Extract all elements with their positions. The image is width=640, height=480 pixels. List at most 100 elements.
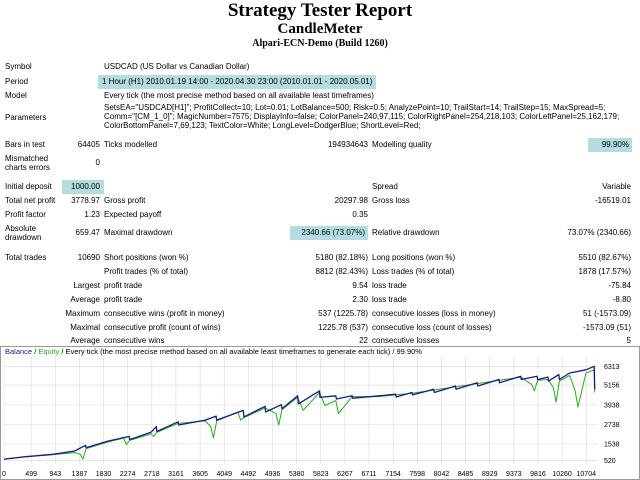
quality-label: Modelling quality [372,140,432,149]
avg-losses-label: consecutive losses [372,336,440,345]
legend-sep-2: / [59,347,66,356]
netprofit-value: 3778.97 [71,196,100,205]
legend-sep-3: / [390,347,397,356]
x-tick-label: 9373 [506,471,522,478]
model-value: Every tick (the most precise method base… [104,91,374,100]
legend-quality: 99.90% [396,347,422,356]
maxdd-label: Maximal drawdown [104,228,173,237]
trades-label: Total trades [5,253,47,262]
average-profit-label: profit trade [104,295,143,304]
balance-equity-chart: 0 499 943 1387 1830 2274 2718 3161 3605 4049 4492 4… [0,346,640,480]
average-label: Average [70,295,100,304]
model-label: Model [5,91,27,100]
largest-label: Largest [73,281,100,290]
absdd-label-1: Absolute [5,224,37,233]
bars-value: 64405 [77,140,100,149]
short-label: Short positions (won %) [104,253,189,262]
grossloss-value: -16519.01 [594,196,631,205]
ticks-value: 194934643 [327,140,368,149]
x-tick-label: 4492 [241,471,257,478]
chart-legend: Balance / Equity / Every tick (the most … [5,347,422,356]
maximal-label: Maximal [70,323,100,332]
x-tick-label: 6267 [337,471,353,478]
trades-value: 10690 [77,253,100,262]
chart-ticks: 0 499 943 1387 1830 2274 2718 3161 3605 4049 4492 4… [2,364,620,478]
mismatch-label-1: Mismatched [5,154,49,163]
avg-consec-label: Average [70,336,100,345]
y-tick-label: 2738 [604,422,620,429]
x-tick-label: 2718 [144,471,160,478]
report-title: Strategy Tester Report [227,0,413,21]
period-label: Period [5,77,29,86]
avg-losses-value: 5 [626,336,631,345]
long-value: 5510 (82.67%) [578,253,631,262]
largest-loss-value: -75.84 [608,281,631,290]
server-info: Alpari-ECN-Demo (Build 1260) [252,38,388,49]
payoff-label: Expected payoff [104,210,162,219]
absdd-value: 659.47 [75,228,100,237]
largest-loss-label: loss trade [372,281,407,290]
y-tick-label: 1538 [604,441,620,448]
max-wins-value: 537 (1225.78) [318,309,368,318]
payoff-value: 0.35 [352,210,368,219]
x-tick-label: 7154 [385,471,401,478]
profit-trades-label: Profit trades (% of total) [104,267,189,276]
y-tick-label: 6313 [604,364,620,371]
chart-grid [3,356,598,464]
x-tick-label: 4049 [216,471,232,478]
y-tick-label: 5156 [604,383,620,390]
x-tick-label: 0 [2,471,6,478]
symbol-value: USDCAD (US Dollar vs Canadian Dollar) [104,62,250,71]
long-label: Long positions (won %) [372,253,456,262]
series-line-balance [3,365,596,460]
period-value: 1 Hour (H1) 2010.01.19 14:00 - 2020.04.3… [98,75,377,89]
pf-label: Profit factor [5,210,46,219]
legend-model: Every tick (the most precise method base… [65,347,391,356]
loss-trades-label: Loss trades (% of total) [372,267,455,276]
x-tick-label: 499 [25,471,37,478]
deposit-value: 1000.00 [62,180,104,194]
maximal-wins-value: 1225.78 (537) [318,323,368,332]
spread-label: Spread [372,182,398,191]
x-tick-label: 10704 [577,471,597,478]
maximal-wins-label: consecutive profit (count of wins) [104,323,221,332]
x-tick-label: 5380 [289,471,305,478]
x-tick-label: 7598 [410,471,426,478]
x-tick-label: 943 [49,471,61,478]
parameters-label: Parameters [5,113,47,122]
grossloss-label: Gross loss [372,196,410,205]
average-loss-value: -8.80 [612,295,631,304]
avg-wins-value: 22 [359,336,368,345]
x-tick-label: 4936 [265,471,281,478]
x-tick-label: 3161 [168,471,184,478]
legend-equity: Equity [38,347,60,356]
chart-series [3,365,596,460]
y-tick-label: 3938 [604,402,620,409]
legend-sep-1: / [32,347,39,356]
reldd-value: 73.07% (2340.66) [567,228,631,237]
profit-trades-value: 8812 (82.43%) [315,267,368,276]
maximum-label: Maximum [65,309,100,318]
short-value: 5180 (82.18%) [315,253,368,262]
pf-value: 1.23 [84,210,100,219]
average-loss-label: loss trade [372,295,407,304]
mismatch-value: 0 [95,158,100,167]
legend-balance: Balance [5,347,33,356]
netprofit-label: Total net profit [5,196,56,205]
symbol-label: Symbol [5,62,32,71]
largest-profit-label: profit trade [104,281,143,290]
chart-frame [0,346,640,480]
mismatch-label-2: charts errors [5,163,50,172]
x-tick-label: 8485 [458,471,474,478]
grossprofit-value: 20297.98 [334,196,368,205]
spread-value: Variable [602,182,631,191]
maximal-loss-label: consecutive loss (count of losses) [372,323,492,332]
max-losses-value: 51 (-1573.09) [582,309,631,318]
average-profit-value: 2.30 [352,295,368,304]
x-tick-label: 10260 [552,471,572,478]
max-wins-label: consecutive wins (profit in money) [104,309,225,318]
absdd-label-2: drawdown [5,233,42,242]
ticks-label: Ticks modelled [104,140,158,149]
avg-wins-label: consecutive wins [104,336,165,345]
maxdd-value: 2340.66 (73.07%) [290,226,368,240]
